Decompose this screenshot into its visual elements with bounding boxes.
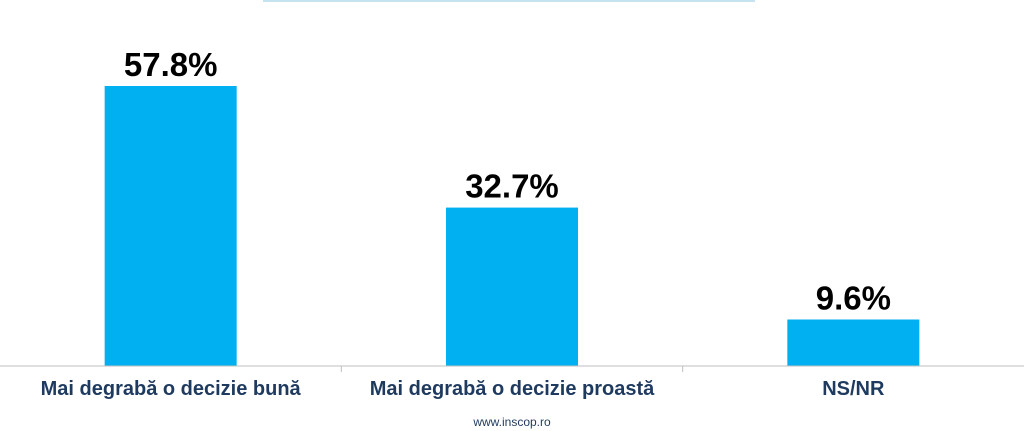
value-labels-group: 57.8% 32.7% 9.6%	[124, 46, 891, 316]
value-label-3: 9.6%	[816, 279, 891, 316]
category-label-3: NS/NR	[822, 378, 885, 400]
bar-2	[446, 207, 578, 366]
bars-group	[104, 86, 920, 366]
value-label-1: 57.8%	[124, 46, 218, 83]
value-label-2: 32.7%	[465, 168, 559, 205]
source-footer: www.inscop.ro	[473, 415, 551, 429]
x-axis-ticks	[340, 366, 684, 372]
category-label-1: Mai degrabă o decizie bună	[41, 378, 302, 400]
bar-3	[787, 319, 920, 366]
category-label-2: Mai degrabă o decizie proastă	[370, 378, 655, 400]
category-labels-group: Mai degrabă o decizie bună Mai degrabă o …	[41, 378, 885, 400]
bar-1	[104, 86, 237, 366]
